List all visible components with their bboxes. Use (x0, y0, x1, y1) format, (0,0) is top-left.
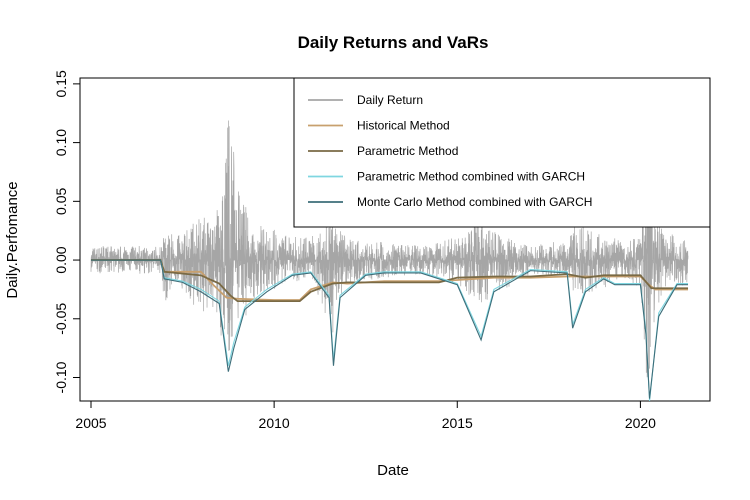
y-tick-label: 0.10 (53, 129, 69, 156)
y-tick-label: 0.15 (53, 70, 69, 97)
series-daily-return (90, 120, 689, 379)
x-tick-label: 2015 (442, 415, 473, 431)
legend-item-monte-carlo-garch: Monte Carlo Method combined with GARCH (308, 195, 592, 209)
legend: Daily Return Historical Method Parametric … (293, 77, 711, 228)
y-tick-label: -0.10 (53, 361, 69, 393)
y-tick-label: -0.05 (53, 303, 69, 335)
legend-label: Historical Method (357, 119, 450, 133)
y-tick-label: 0.05 (53, 187, 69, 214)
x-tick-label: 2020 (625, 415, 656, 431)
legend-label: Daily Return (357, 93, 423, 107)
legend-box (293, 77, 711, 228)
x-tick-label: 2005 (75, 415, 106, 431)
y-axis-title: Daily.Perfomance (4, 181, 21, 298)
series-monte-carlo-garch (90, 259, 689, 399)
series-parametric-method (90, 259, 689, 303)
legend-item-historical-method: Historical Method (308, 119, 450, 133)
chart-title: Daily Returns and VaRs (298, 33, 489, 52)
y-axis: -0.10 -0.05 0.00 0.05 0.10 0.15 (53, 70, 81, 393)
legend-items: Daily Return Historical Method Parametric … (308, 93, 592, 209)
x-axis-title: Date (377, 462, 409, 479)
legend-label: Parametric Method (357, 144, 458, 158)
legend-item-daily-return: Daily Return (308, 93, 423, 107)
series-historical-method (90, 259, 689, 301)
legend-item-parametric-method: Parametric Method (308, 144, 458, 158)
legend-label: Parametric Method combined with GARCH (357, 170, 585, 184)
legend-item-parametric-garch: Parametric Method combined with GARCH (308, 170, 585, 184)
y-tick-label: 0.00 (53, 246, 69, 273)
series-layer (90, 120, 689, 402)
legend-label: Monte Carlo Method combined with GARCH (357, 195, 592, 209)
x-axis: 2005 2010 2015 2020 (75, 400, 656, 431)
x-tick-label: 2010 (259, 415, 290, 431)
